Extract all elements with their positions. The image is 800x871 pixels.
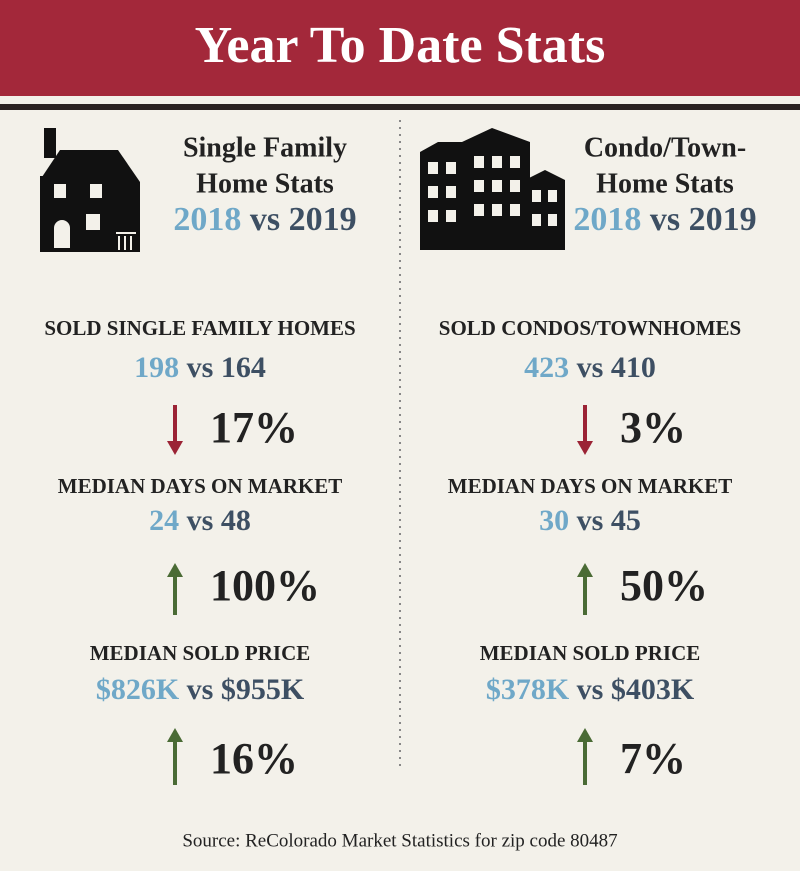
stat-values-to: 164	[221, 351, 266, 384]
column-heading: Condo/Town-	[584, 132, 746, 163]
change-arrowhead	[577, 441, 593, 455]
stat-values-vs: vs	[187, 673, 214, 706]
change-arrowhead	[167, 728, 183, 742]
stat-label: SOLD SINGLE FAMILY HOMES	[44, 316, 355, 340]
stat-values: 24 vs 48	[149, 504, 251, 537]
years-from: 2018	[173, 201, 241, 238]
stat-values-vs: vs	[577, 351, 604, 384]
years-to: 2019	[289, 201, 357, 238]
column-heading: Home Stats	[196, 168, 334, 199]
change-arrowhead	[577, 563, 593, 577]
change-percent: 3%	[620, 403, 686, 452]
change-percent: 100%	[210, 561, 320, 610]
change-arrowhead	[167, 563, 183, 577]
change-arrowhead	[167, 441, 183, 455]
stat-values-vs: vs	[577, 673, 604, 706]
years-vs: vs	[650, 201, 680, 238]
stat-label: MEDIAN DAYS ON MARKET	[448, 474, 733, 498]
years-from: 2018	[573, 201, 641, 238]
stat-values-to: 410	[611, 351, 656, 384]
header-bar	[0, 0, 800, 96]
stat-values-to: 48	[221, 504, 251, 537]
stat-label: MEDIAN DAYS ON MARKET	[58, 474, 343, 498]
stat-values: 198 vs 164	[134, 351, 266, 384]
stat-values: $826K vs $955K	[96, 673, 305, 706]
stat-values-vs: vs	[187, 504, 214, 537]
years: 2018 vs 2019	[173, 201, 356, 238]
title: Year To Date Stats	[195, 17, 606, 74]
stat-values-to: 45	[611, 504, 641, 537]
stat-values-to: $403K	[611, 673, 695, 706]
stat-values-to: $955K	[221, 673, 305, 706]
stat-values: 423 vs 410	[524, 351, 656, 384]
column-heading: Home Stats	[596, 168, 734, 199]
column-heading: Single Family	[183, 132, 347, 163]
years-vs: vs	[250, 201, 280, 238]
stat-values-from: 24	[149, 504, 179, 537]
stat-values: 30 vs 45	[539, 504, 641, 537]
stat-values-from: 30	[539, 504, 569, 537]
change-percent: 50%	[620, 561, 708, 610]
condo-icon	[420, 128, 565, 250]
years-to: 2019	[689, 201, 757, 238]
stat-values-from: $378K	[486, 673, 570, 706]
stat-values-vs: vs	[577, 504, 604, 537]
header-rule	[0, 104, 800, 110]
stat-values-from: 423	[524, 351, 569, 384]
source: Source: ReColorado Market Statistics for…	[182, 830, 617, 851]
stat-values-vs: vs	[187, 351, 214, 384]
house-icon	[40, 128, 140, 252]
change-percent: 16%	[210, 734, 298, 783]
stat-label: MEDIAN SOLD PRICE	[480, 641, 701, 665]
stat-label: SOLD CONDOS/TOWNHOMES	[439, 316, 741, 340]
stat-values: $378K vs $403K	[486, 673, 695, 706]
change-arrowhead	[577, 728, 593, 742]
stat-label: MEDIAN SOLD PRICE	[90, 641, 311, 665]
stat-values-from: 198	[134, 351, 179, 384]
years: 2018 vs 2019	[573, 201, 756, 238]
change-percent: 7%	[620, 734, 686, 783]
change-percent: 17%	[210, 403, 298, 452]
stat-values-from: $826K	[96, 673, 180, 706]
